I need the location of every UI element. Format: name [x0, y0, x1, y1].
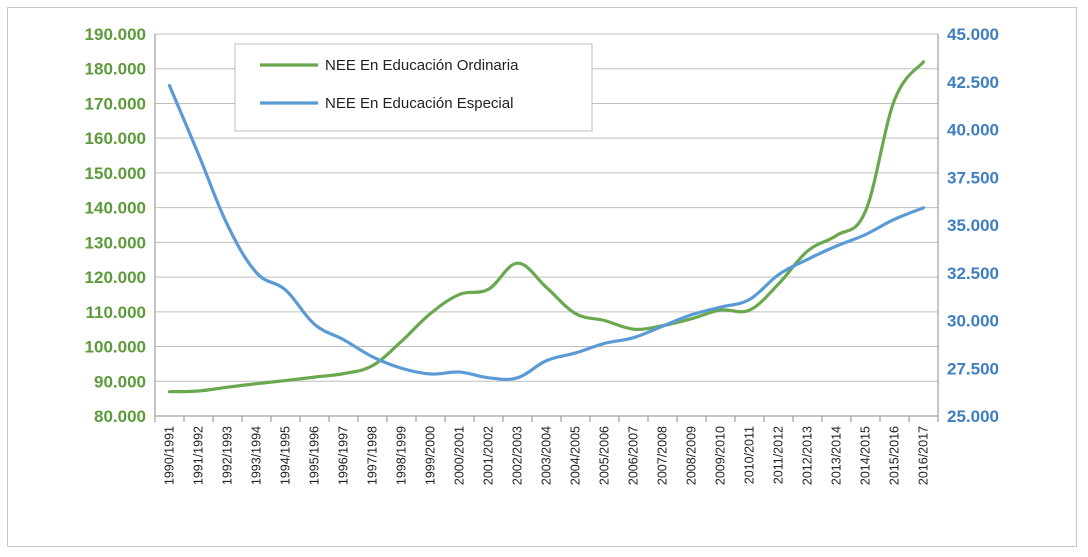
x-tick-label: 2015/2016 [888, 426, 902, 485]
axes [154, 34, 939, 422]
x-tick-label: 2014/2015 [859, 426, 873, 485]
x-tick-label: 2016/2017 [917, 426, 931, 485]
x-tick-label: 2011/2012 [772, 426, 786, 484]
x-tick-label: 2001/2002 [482, 426, 496, 485]
x-tick-label: 2013/2014 [830, 426, 844, 485]
x-axis-ticks: 1990/1991 1991/1992 1992/1993 1993/1994 1994… [163, 426, 931, 485]
left-tick-label: 120.000 [85, 268, 146, 287]
x-tick-label: 1998/1999 [395, 426, 409, 485]
x-tick-label: 2007/2008 [656, 426, 670, 485]
left-tick-label: 160.000 [85, 129, 146, 148]
x-tick-label: 1993/1994 [250, 426, 264, 485]
right-tick-label: 42.500 [947, 73, 999, 92]
series-lines [167, 60, 926, 394]
series-line-ordinaria [167, 60, 926, 394]
legend-label-especial: NEE En Educación Especial [325, 95, 513, 112]
x-tick-label: 2002/2003 [511, 426, 525, 485]
left-tick-label: 90.000 [94, 372, 146, 391]
left-tick-label: 130.000 [85, 233, 146, 252]
chart-frame: 80.000 90.000 100.000 110.000 120.000 130.000… [7, 7, 1077, 547]
x-tick-label: 2010/2011 [743, 426, 757, 484]
left-tick-label: 190.000 [85, 25, 146, 44]
left-tick-label: 100.000 [85, 338, 146, 357]
x-tick-label: 2012/2013 [801, 426, 815, 485]
x-tick-label: 1992/1993 [221, 426, 235, 485]
left-tick-label: 140.000 [85, 199, 146, 218]
left-tick-label: 80.000 [94, 407, 146, 426]
left-tick-label: 180.000 [85, 60, 146, 79]
legend-label-ordinaria: NEE En Educación Ordinaria [325, 57, 519, 74]
legend-box [234, 43, 593, 132]
x-tick-label: 1999/2000 [424, 426, 438, 485]
x-tick-label: 1996/1997 [337, 426, 351, 485]
right-tick-label: 45.000 [947, 25, 999, 44]
right-tick-label: 37.500 [947, 168, 999, 187]
x-tick-label: 2005/2006 [598, 426, 612, 485]
right-tick-label: 32.500 [947, 264, 999, 283]
legend: NEE En Educación Ordinaria NEE En Educac… [234, 43, 593, 132]
x-tick-label: 2006/2007 [627, 426, 641, 485]
line-chart: 80.000 90.000 100.000 110.000 120.000 130.000… [85, 25, 999, 485]
x-tick-label: 2000/2001 [453, 426, 467, 485]
x-tick-label: 1990/1991 [163, 426, 177, 485]
x-tick-label: 1994/1995 [279, 426, 293, 485]
right-tick-label: 30.000 [947, 312, 999, 331]
right-tick-label: 35.000 [947, 216, 999, 235]
right-tick-label: 40.000 [947, 121, 999, 140]
series-line-especial [167, 83, 926, 382]
right-tick-label: 25.000 [947, 407, 999, 426]
left-tick-label: 150.000 [85, 164, 146, 183]
x-tick-label: 2003/2004 [540, 426, 554, 485]
x-tick-label: 2008/2009 [685, 426, 699, 485]
left-tick-label: 170.000 [85, 94, 146, 113]
x-tick-label: 1997/1998 [366, 426, 380, 485]
left-tick-label: 110.000 [85, 303, 146, 322]
right-tick-label: 27.500 [947, 359, 999, 378]
left-axis-ticks: 80.000 90.000 100.000 110.000 120.000 130.000… [85, 25, 146, 426]
right-axis-ticks: 25.000 27.500 30.000 32.500 35.000 37.500 40.0… [947, 25, 999, 426]
x-tick-label: 1995/1996 [308, 426, 322, 485]
x-tick-label: 2009/2010 [714, 426, 728, 485]
x-tick-label: 2004/2005 [569, 426, 583, 485]
x-tick-label: 1991/1992 [192, 426, 206, 485]
